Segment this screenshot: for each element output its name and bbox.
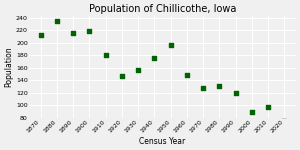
Point bbox=[87, 30, 92, 33]
Point bbox=[201, 87, 206, 90]
Point bbox=[266, 106, 271, 109]
Y-axis label: Population: Population bbox=[4, 47, 13, 87]
Point bbox=[119, 75, 124, 77]
Point bbox=[71, 32, 76, 34]
Point bbox=[282, 120, 287, 122]
Point bbox=[250, 111, 254, 113]
Point bbox=[136, 68, 140, 71]
Point bbox=[184, 74, 189, 76]
Point bbox=[152, 57, 157, 60]
Point bbox=[38, 34, 43, 36]
Point bbox=[217, 85, 222, 87]
Title: Population of Chillicothe, Iowa: Population of Chillicothe, Iowa bbox=[89, 4, 236, 14]
X-axis label: Census Year: Census Year bbox=[140, 137, 186, 146]
Point bbox=[168, 43, 173, 46]
Point bbox=[233, 92, 238, 94]
Point bbox=[103, 53, 108, 56]
Point bbox=[54, 20, 59, 22]
